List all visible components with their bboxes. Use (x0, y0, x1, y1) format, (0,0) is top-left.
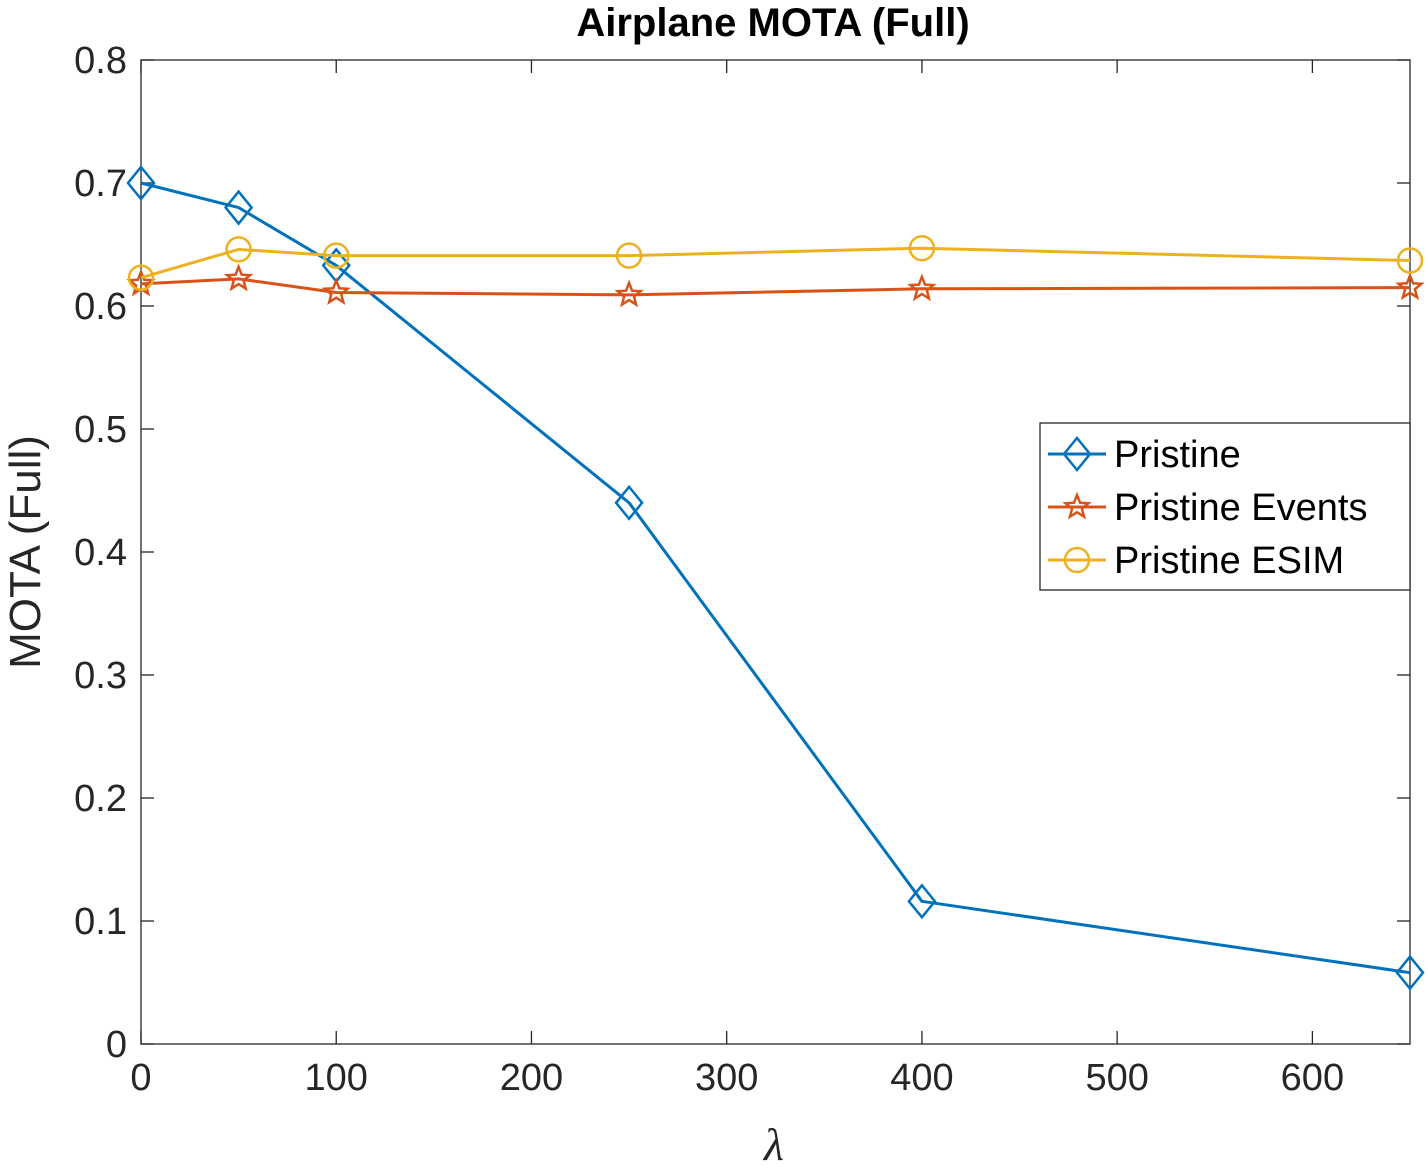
series-pristine-esim (127, 234, 1424, 291)
legend-label: Pristine ESIM (1114, 540, 1344, 582)
series-pristine (126, 165, 1425, 991)
data-point (225, 236, 252, 263)
y-tick-label: 0.4 (74, 532, 127, 574)
x-tick-label: 600 (1281, 1057, 1344, 1099)
data-point (615, 242, 643, 269)
x-tick-label: 200 (500, 1057, 563, 1099)
legend-entry: Pristine ESIM (1048, 540, 1344, 582)
x-tick-label: 400 (890, 1057, 953, 1099)
data-point (614, 279, 644, 308)
x-tick-label: 100 (305, 1057, 368, 1099)
y-tick-label: 0.1 (74, 901, 127, 943)
legend-marker (1062, 491, 1092, 520)
legend-marker (1062, 436, 1092, 472)
data-point (224, 189, 254, 226)
series-line (140, 181, 1411, 975)
chart-title: Airplane MOTA (Full) (576, 1, 969, 45)
legend-label: Pristine Events (1114, 487, 1367, 529)
data-point (322, 242, 350, 269)
legend-marker (1063, 546, 1091, 574)
data-point (907, 273, 937, 302)
legend: Pristine Pristine Events Pristine ESIM (1039, 422, 1411, 591)
data-point (908, 234, 936, 262)
data-point (614, 484, 644, 521)
series-pristine-events (126, 263, 1425, 308)
y-axis-label: MOTA (Full) (1, 435, 50, 669)
data-point (1395, 272, 1425, 301)
series-line (140, 246, 1411, 280)
x-axis-label: λ (762, 1119, 784, 1169)
legend-label: Pristine (1114, 434, 1241, 476)
y-tick-label: 0.6 (74, 286, 127, 328)
data-point (1395, 954, 1425, 991)
data-point (126, 165, 156, 201)
y-tick-label: 0 (106, 1024, 127, 1066)
x-tick-label: 0 (130, 1057, 151, 1099)
y-tick-label: 0.5 (74, 409, 127, 451)
legend-entry: Pristine Events (1048, 487, 1367, 529)
data-point (223, 263, 254, 292)
legend-entry: Pristine (1048, 434, 1241, 476)
y-tick-label: 0.2 (74, 778, 127, 820)
data-point (907, 883, 937, 920)
y-tick-label: 0.7 (74, 163, 127, 205)
y-tick-label: 0.3 (74, 655, 127, 697)
plot-area: 0 100 200 300 400 500 600 0 0.1 0.2 0.3 0.4 0.5 0.6 0.… (74, 40, 1425, 1099)
x-tick-label: 300 (695, 1057, 758, 1099)
series-line (140, 277, 1411, 297)
y-tick-label: 0.8 (74, 40, 127, 82)
x-tick-label: 500 (1085, 1057, 1148, 1099)
data-point (1396, 247, 1424, 274)
data-point (321, 277, 351, 305)
data-point (127, 264, 155, 291)
